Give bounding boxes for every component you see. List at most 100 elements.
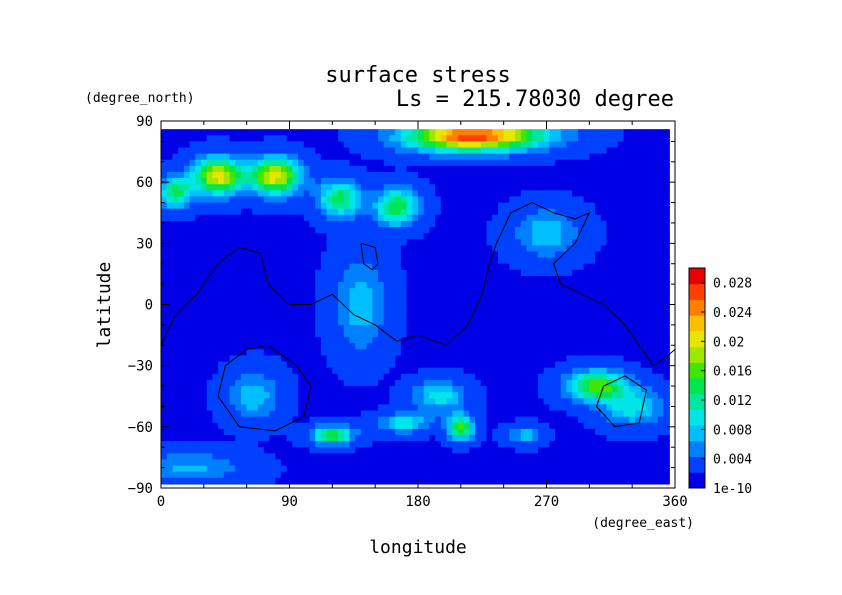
heatmap-cell (572, 349, 579, 357)
heatmap-cell (286, 471, 293, 479)
heatmap-cell (549, 441, 556, 448)
heatmap-cell (360, 202, 368, 210)
heatmap-cell (178, 459, 185, 467)
heatmap-cell (600, 171, 608, 179)
heatmap-cell (612, 373, 619, 381)
heatmap-cell (583, 386, 590, 393)
heatmap-cell (503, 153, 510, 161)
heatmap-cell (457, 196, 465, 204)
heatmap-cell (303, 196, 311, 204)
heatmap-cell (629, 392, 636, 399)
heatmap-cell (503, 129, 510, 136)
heatmap-cell (366, 129, 373, 136)
heatmap-cell (600, 379, 608, 387)
heatmap-cell (520, 404, 528, 412)
heatmap-cell (200, 367, 208, 375)
heatmap-cell (263, 306, 271, 314)
heatmap-cell (549, 233, 556, 240)
heatmap-cell (446, 312, 453, 320)
heatmap-cell (555, 190, 562, 198)
heatmap-cell (600, 349, 608, 357)
heatmap-cell (343, 239, 351, 246)
heatmap-cell (532, 331, 539, 338)
heatmap-cell (303, 373, 311, 381)
heatmap-cell (395, 135, 402, 142)
heatmap-cell (218, 422, 225, 430)
heatmap-cell (218, 447, 225, 454)
heatmap-cell (320, 269, 328, 277)
heatmap-cell (292, 324, 299, 332)
heatmap-cell (400, 233, 408, 240)
heatmap-cell (229, 300, 236, 308)
heatmap-cell (378, 361, 385, 369)
heatmap-cell (406, 459, 413, 467)
heatmap-cell (606, 153, 613, 161)
heatmap-cell (223, 294, 231, 302)
heatmap-cell (395, 392, 402, 399)
heatmap-cell (418, 282, 425, 289)
heatmap-cell (252, 422, 259, 430)
heatmap-cell (543, 147, 550, 155)
heatmap-cell (246, 428, 253, 436)
heatmap-cell (526, 306, 533, 314)
heatmap-cell (452, 202, 459, 210)
heatmap-cell (240, 129, 248, 136)
heatmap-cell (292, 367, 299, 375)
heatmap-cell (463, 288, 470, 295)
heatmap-cell (600, 220, 608, 228)
heatmap-cell (303, 251, 311, 259)
heatmap-cell (646, 165, 653, 173)
heatmap-cell (566, 471, 573, 479)
heatmap-cell (383, 294, 391, 302)
heatmap-cell (269, 263, 276, 271)
heatmap-cell (555, 465, 562, 473)
heatmap-cell (543, 300, 550, 308)
heatmap-cell (378, 294, 385, 302)
heatmap-cell (360, 269, 368, 277)
heatmap-cell (258, 410, 265, 418)
heatmap-cell (280, 477, 288, 485)
heatmap-cell (332, 312, 339, 320)
heatmap-cell (326, 422, 333, 430)
heatmap-cell (595, 288, 602, 295)
heatmap-cell (423, 447, 431, 454)
heatmap-cell (292, 269, 299, 277)
heatmap-cell (183, 331, 191, 338)
heatmap-cell (526, 355, 533, 363)
heatmap-cell (486, 153, 493, 161)
heatmap-cell (263, 324, 271, 332)
heatmap-cell (600, 428, 608, 436)
heatmap-cell (612, 318, 619, 326)
heatmap-cell (429, 275, 436, 283)
heatmap-cell (360, 129, 368, 136)
heatmap-cell (429, 282, 436, 289)
heatmap-cell (349, 392, 356, 399)
heatmap-cell (195, 343, 202, 350)
heatmap-cell (298, 220, 305, 228)
heatmap-cell (452, 141, 459, 149)
heatmap-cell (577, 184, 585, 191)
heatmap-cell (400, 275, 408, 283)
heatmap-cell (646, 447, 653, 454)
heatmap-cell (629, 453, 636, 461)
heatmap-cell (309, 434, 316, 442)
heatmap-cell (320, 184, 328, 191)
heatmap-cell (395, 441, 402, 448)
heatmap-cell (252, 434, 259, 442)
heatmap-cell (320, 288, 328, 295)
heatmap-cell (520, 233, 528, 240)
heatmap-cell (195, 312, 202, 320)
heatmap-cell (646, 428, 653, 436)
heatmap-cell (200, 373, 208, 381)
heatmap-cell (235, 404, 242, 412)
heatmap-cell (332, 331, 339, 338)
heatmap-cell (229, 165, 236, 173)
heatmap-cell (200, 343, 208, 350)
heatmap-cell (200, 288, 208, 295)
heatmap-cell (543, 331, 550, 338)
heatmap-cell (343, 171, 351, 179)
heatmap-cell (298, 441, 305, 448)
heatmap-cell (315, 141, 322, 149)
heatmap-cell (572, 165, 579, 173)
heatmap-cell (497, 306, 505, 314)
